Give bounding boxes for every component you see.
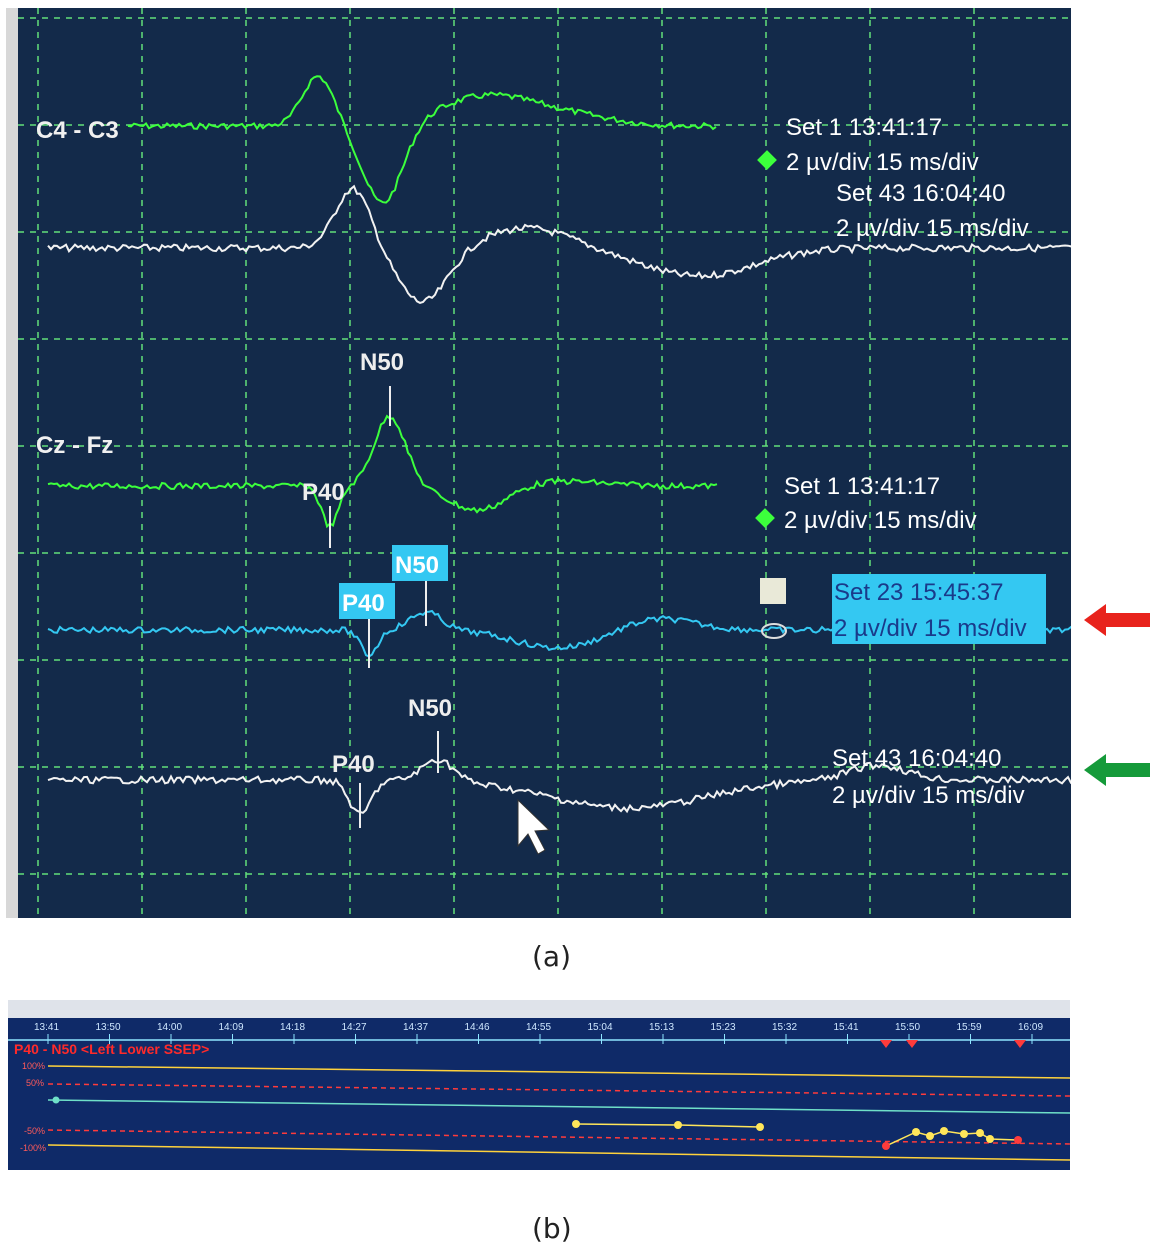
trend-point [940, 1127, 948, 1135]
trend-point [976, 1129, 984, 1137]
time-tick-label: 16:09 [1018, 1022, 1043, 1033]
waveform-trace-2 [47, 184, 1071, 304]
trend-canvas: 13:41 13:50 14:00 14:09 14:18 14:27 14:37 14:46… [8, 1022, 1070, 1161]
trace-set-1: Set 1 13:41:17 [786, 114, 942, 141]
trace-tool-icon[interactable] [760, 578, 786, 604]
peak-label-n50-blue[interactable]: N50 [395, 552, 439, 579]
baseline-point [52, 1096, 60, 1104]
time-tick-label: 15:13 [649, 1022, 674, 1033]
trend-point [960, 1130, 968, 1138]
waveform-trace-1 [127, 75, 717, 204]
trace-set-2: Set 43 16:04:40 [836, 180, 1005, 207]
waveform-trace-3 [47, 414, 718, 529]
time-tick-label: 14:46 [465, 1022, 490, 1033]
channel-label-1: C4 - C3 [36, 117, 119, 144]
trace-scale-5: 2 µv/div 15 ms/div [832, 782, 1025, 809]
baseline-line [47, 1099, 1070, 1114]
trend-series [885, 1130, 1019, 1147]
lower-limit-line [47, 1144, 1070, 1161]
time-tick-label: 14:00 [157, 1022, 182, 1033]
time-axis: 13:41 13:50 14:00 14:09 14:18 14:27 14:37 14:46… [8, 1022, 1070, 1048]
time-tick-label: 14:27 [342, 1022, 367, 1033]
y-label-neg100: -100% [20, 1143, 46, 1153]
time-tick-label: 15:41 [834, 1022, 859, 1033]
trace-link-icon[interactable] [761, 623, 787, 639]
evoked-potential-display: C4 - C3 Cz - Fz Set 1 13:41:17 2 µv/div … [6, 8, 1071, 918]
channel-labels: C4 - C3 Cz - Fz [36, 117, 119, 459]
peak-label-p40-green: P40 [302, 479, 345, 506]
trend-point [986, 1135, 994, 1143]
time-tick-label: 15:59 [957, 1022, 982, 1033]
caption-b: (b) [532, 1212, 572, 1245]
trace-set-5: Set 43 16:04:40 [832, 745, 1001, 772]
time-tick-label: 14:18 [280, 1022, 305, 1033]
caption-a: (a) [532, 940, 572, 973]
trend-lines [47, 1065, 1070, 1161]
trace-scale-4[interactable]: 2 µv/div 15 ms/div [834, 615, 1027, 642]
trace-set-3: Set 1 13:41:17 [784, 473, 940, 500]
time-tick-label: 13:41 [34, 1022, 59, 1033]
y-label-50: 50% [26, 1078, 44, 1088]
waveform-canvas: C4 - C3 Cz - Fz Set 1 13:41:17 2 µv/div … [18, 8, 1071, 918]
trend-point [756, 1123, 764, 1131]
trend-point [674, 1121, 682, 1129]
upper-limit-line [47, 1065, 1070, 1079]
trace-scale-3: 2 µv/div 15 ms/div [784, 507, 977, 534]
trend-series [575, 1123, 761, 1128]
trace-scale-1: 2 µv/div 15 ms/div [786, 149, 979, 176]
time-tick-label: 15:04 [588, 1022, 613, 1033]
red-arrow-icon [1084, 604, 1150, 636]
trend-display: 13:41 13:50 14:00 14:09 14:18 14:27 14:37 14:46… [8, 1000, 1070, 1170]
y-label-100: 100% [22, 1061, 45, 1071]
time-tick-label: 14:09 [219, 1022, 244, 1033]
trend-point [912, 1128, 920, 1136]
upper-alarm-line [47, 1083, 1070, 1097]
green-arrow-icon [1084, 754, 1150, 786]
event-marker-icon [880, 1040, 892, 1048]
trace-info-labels: Set 1 13:41:17 2 µv/div 15 ms/div Set 43… [755, 114, 1046, 809]
y-label-neg50: -50% [24, 1126, 45, 1136]
mouse-cursor-icon [517, 798, 551, 855]
time-tick-label: 14:55 [526, 1022, 551, 1033]
selected-trace-highlight[interactable] [832, 574, 1046, 644]
time-tick-label: 15:32 [772, 1022, 797, 1033]
trend-title: P40 - N50 <Left Lower SSEP> [14, 1041, 209, 1057]
peak-label-n50-white: N50 [408, 695, 452, 722]
green-diamond-icon [757, 150, 777, 170]
channel-label-2: Cz - Fz [36, 432, 113, 459]
peak-markers: N50 P40 N50 P40 N50 P40 [302, 349, 452, 828]
event-marker-icon [1014, 1040, 1026, 1048]
time-tick-label: 13:50 [96, 1022, 121, 1033]
trend-point [572, 1120, 580, 1128]
trace-scale-2: 2 µv/div 15 ms/div [836, 215, 1029, 242]
time-tick-label: 14:37 [403, 1022, 428, 1033]
waveform-trace-5 [47, 758, 1071, 814]
peak-label-p40-blue[interactable]: P40 [342, 590, 385, 617]
time-tick-label: 15:50 [895, 1022, 920, 1033]
trend-point [1014, 1136, 1022, 1144]
trace-set-4[interactable]: Set 23 15:45:37 [834, 579, 1003, 606]
trend-point [926, 1132, 934, 1140]
trend-point [882, 1142, 890, 1150]
peak-label-p40-white: P40 [332, 751, 375, 778]
peak-label-n50-green: N50 [360, 349, 404, 376]
event-marker-icon [906, 1040, 918, 1048]
green-diamond-icon [755, 508, 775, 528]
time-tick-label: 15:23 [711, 1022, 736, 1033]
